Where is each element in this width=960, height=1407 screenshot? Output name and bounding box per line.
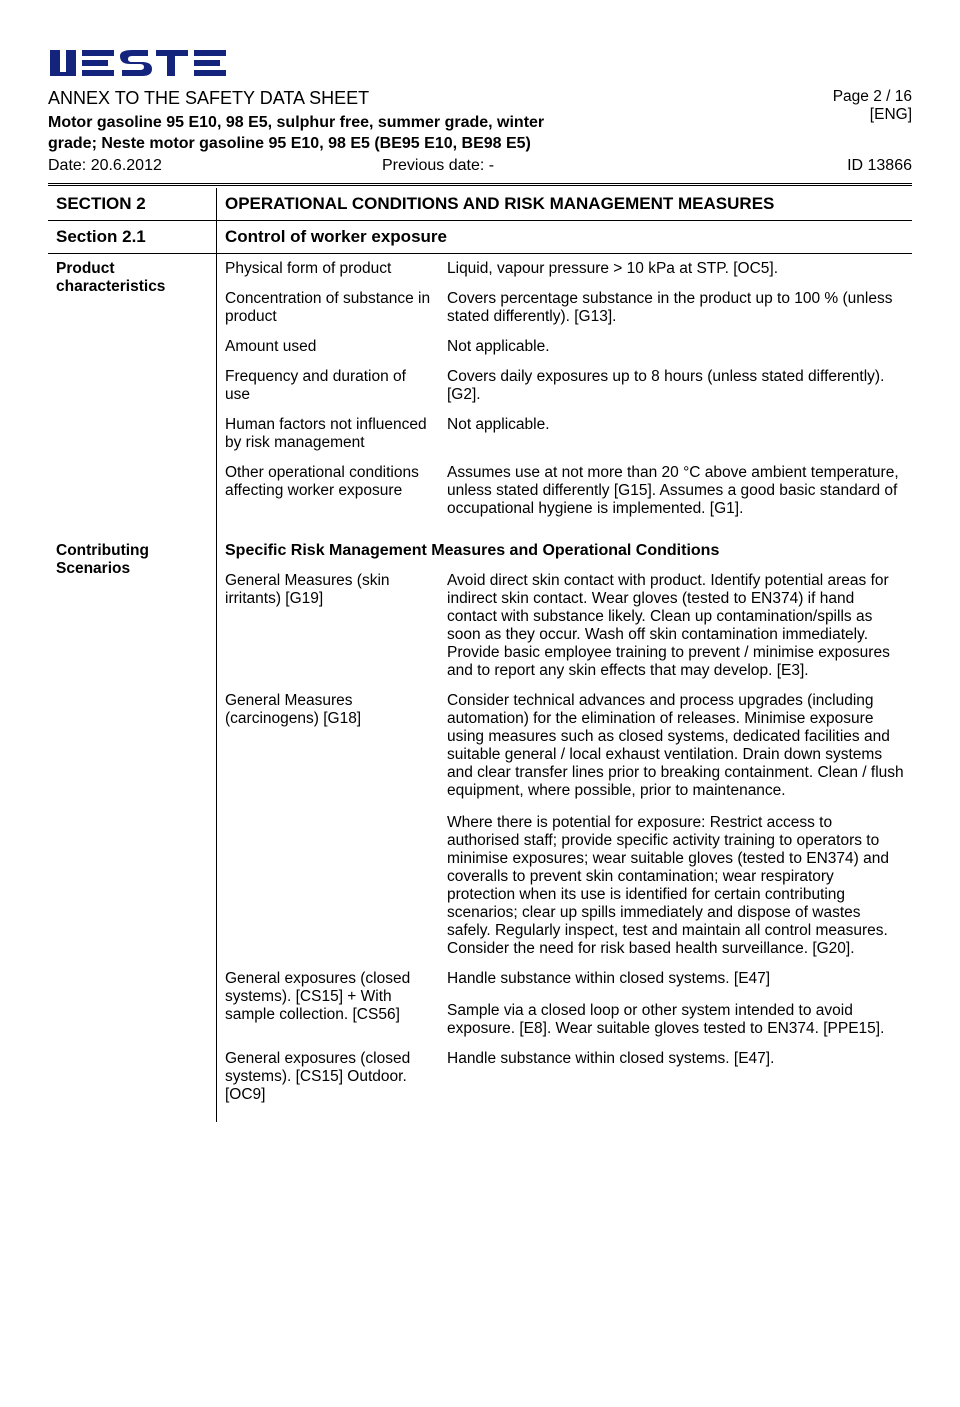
header-rule (48, 179, 912, 186)
property-row: Concentration of substance in productCov… (225, 290, 904, 326)
scenario-name: General exposures (closed systems). [CS1… (225, 970, 447, 1038)
scenario-paragraph: Sample via a closed loop or other system… (447, 1002, 904, 1038)
company-logo (48, 40, 912, 80)
scenario-value: Handle substance within closed systems. … (447, 1050, 904, 1104)
section-2-label: SECTION 2 (48, 188, 217, 221)
property-value: Assumes use at not more than 20 °C above… (447, 464, 904, 518)
document-id: ID 13866 (762, 157, 912, 175)
property-value: Covers daily exposures up to 8 hours (un… (447, 368, 904, 404)
scenario-value: Consider technical advances and process … (447, 692, 904, 958)
scenario-name: General exposures (closed systems). [CS1… (225, 1050, 447, 1104)
property-row: Frequency and duration of useCovers dail… (225, 368, 904, 404)
property-name: Other operational conditions affecting w… (225, 464, 447, 518)
property-name: Physical form of product (225, 260, 447, 278)
annex-title: ANNEX TO THE SAFETY DATA SHEET (48, 88, 588, 109)
scenario-row: General exposures (closed systems). [CS1… (225, 1050, 904, 1104)
property-row: Physical form of productLiquid, vapour p… (225, 260, 904, 278)
scenario-name: General Measures (skin irritants) [G19] (225, 572, 447, 680)
property-row: Amount usedNot applicable. (225, 338, 904, 356)
scenario-paragraph: Avoid direct skin contact with product. … (447, 572, 904, 680)
property-name: Concentration of substance in product (225, 290, 447, 326)
scenario-value: Handle substance within closed systems. … (447, 970, 904, 1038)
property-value: Not applicable. (447, 338, 904, 356)
section-2-1-title: Control of worker exposure (217, 220, 913, 253)
scenario-paragraph: Where there is potential for exposure: R… (447, 814, 904, 958)
property-value: Not applicable. (447, 416, 904, 452)
page-number: Page 2 / 16 (833, 88, 912, 106)
contributing-scenarios-content: Specific Risk Management Measures and Op… (217, 536, 913, 1122)
product-characteristics-label: Product characteristics (48, 253, 217, 536)
product-title: Motor gasoline 95 E10, 98 E5, sulphur fr… (48, 113, 588, 155)
scenario-row: General Measures (carcinogens) [G18]Cons… (225, 692, 904, 958)
property-value: Liquid, vapour pressure > 10 kPa at STP.… (447, 260, 904, 278)
contributing-scenarios-label: Contributing Scenarios (48, 536, 217, 1122)
previous-date: Previous date: - (366, 157, 762, 175)
product-characteristics-content: Physical form of productLiquid, vapour p… (217, 253, 913, 536)
scenario-name: General Measures (carcinogens) [G18] (225, 692, 447, 958)
property-name: Amount used (225, 338, 447, 356)
property-name: Frequency and duration of use (225, 368, 447, 404)
scenario-paragraph: Consider technical advances and process … (447, 692, 904, 800)
scenario-row: General Measures (skin irritants) [G19]A… (225, 572, 904, 680)
section-2-title: OPERATIONAL CONDITIONS AND RISK MANAGEME… (217, 188, 913, 221)
section-2-1-label: Section 2.1 (48, 220, 217, 253)
property-row: Human factors not influenced by risk man… (225, 416, 904, 452)
scenario-row: General exposures (closed systems). [CS1… (225, 970, 904, 1038)
contributing-scenarios-title: Specific Risk Management Measures and Op… (225, 542, 904, 560)
property-row: Other operational conditions affecting w… (225, 464, 904, 518)
scenario-value: Avoid direct skin contact with product. … (447, 572, 904, 680)
property-name: Human factors not influenced by risk man… (225, 416, 447, 452)
document-date: Date: 20.6.2012 (48, 157, 366, 175)
language-code: [ENG] (833, 106, 912, 124)
scenario-paragraph: Handle substance within closed systems. … (447, 1050, 904, 1068)
property-value: Covers percentage substance in the produ… (447, 290, 904, 326)
scenario-paragraph: Handle substance within closed systems. … (447, 970, 904, 988)
